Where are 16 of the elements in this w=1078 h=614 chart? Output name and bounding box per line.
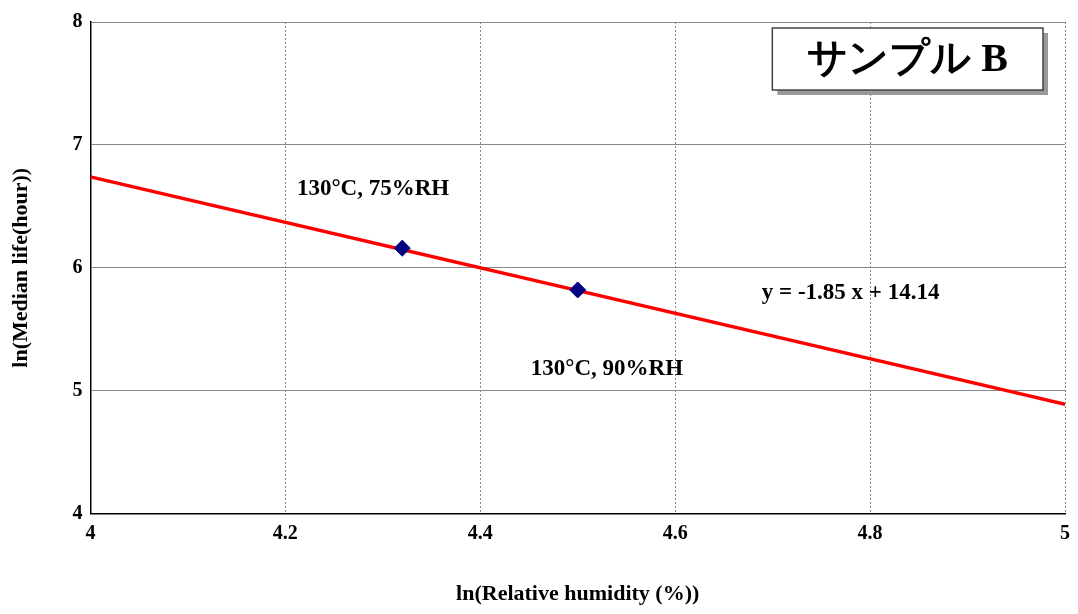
chart-title: サンプル B (807, 35, 1008, 81)
x-tick-label: 4.6 (662, 520, 688, 543)
y-tick-label: 4 (72, 500, 83, 523)
y-tick-label: 8 (72, 9, 83, 32)
y-axis-title: ln(Median life(hour)) (6, 167, 32, 368)
x-tick-label: 4.4 (467, 520, 493, 543)
x-tick-label: 4.2 (272, 520, 298, 543)
x-tick-label: 4.8 (857, 520, 883, 543)
annotation: 130°C, 90%RH (530, 354, 684, 380)
y-tick-label: 5 (72, 377, 83, 400)
annotation: 130°C, 75%RH (296, 175, 450, 201)
y-tick-label: 6 (72, 254, 83, 277)
annotation: y = -1.85 x + 14.14 (761, 279, 940, 305)
y-tick-label: 7 (72, 132, 83, 155)
x-axis-title: ln(Relative humidity (%)) (456, 580, 700, 606)
x-tick-label: 5 (1060, 520, 1070, 543)
